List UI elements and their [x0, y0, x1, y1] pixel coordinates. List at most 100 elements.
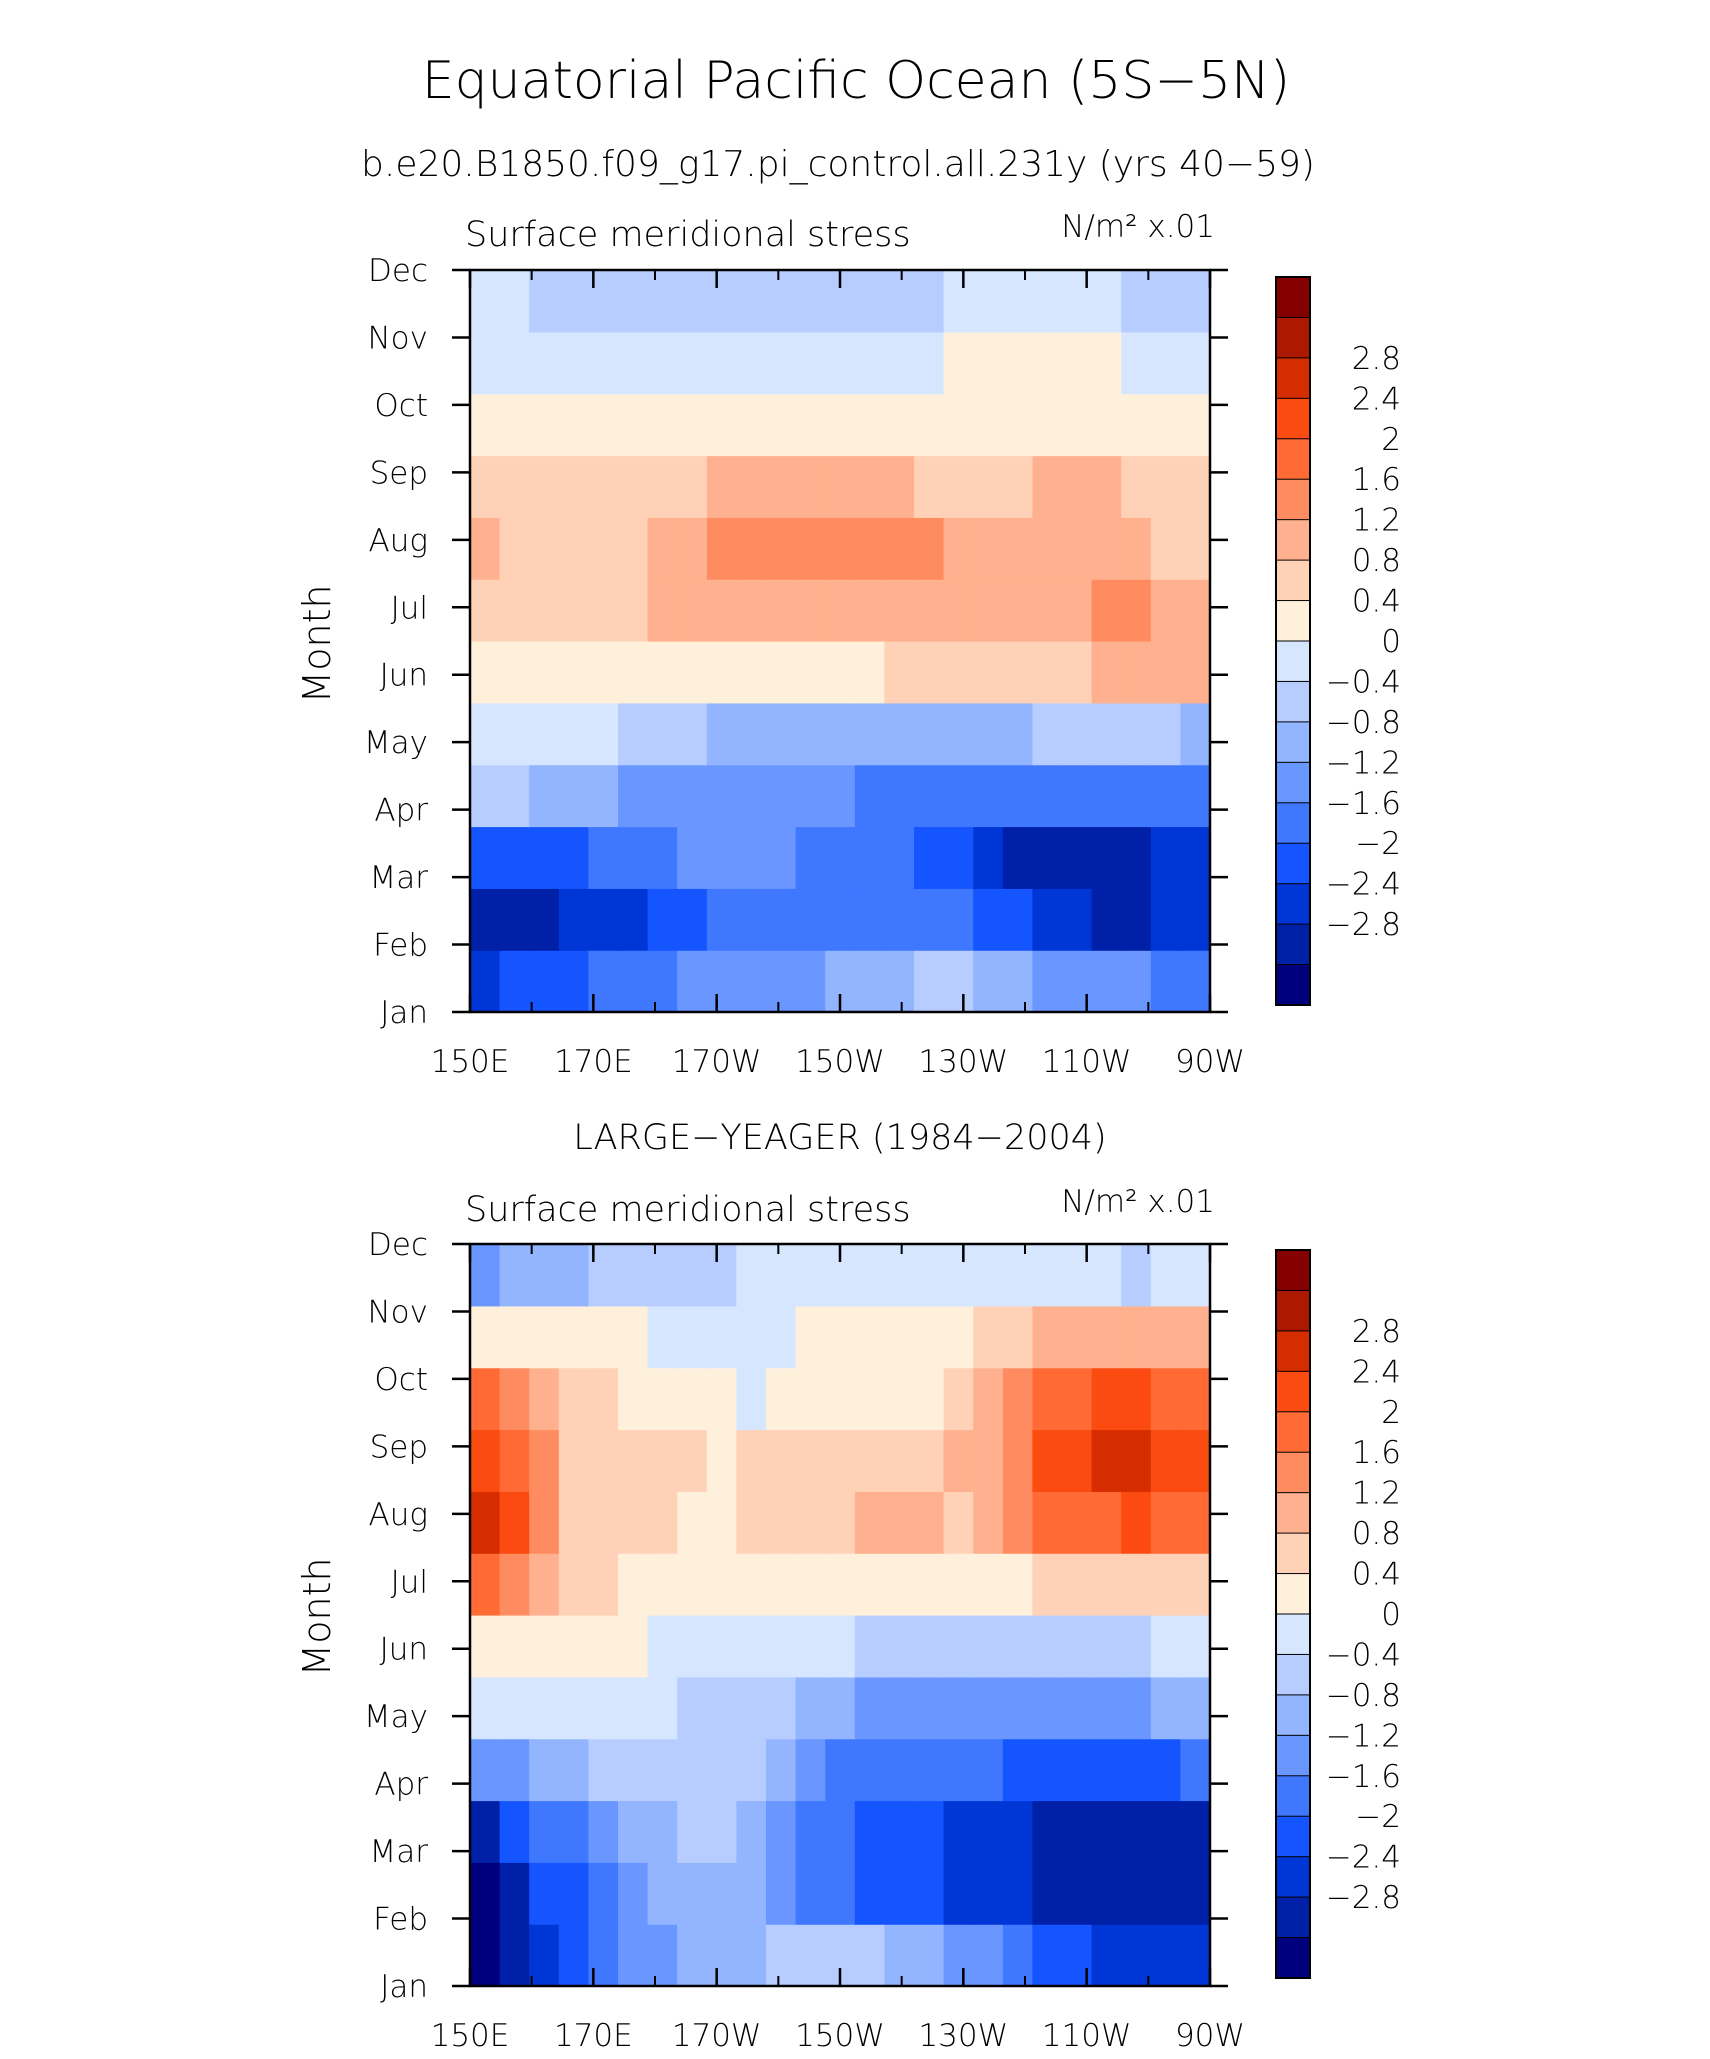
- colorbar-label: 2.4: [1352, 381, 1401, 417]
- heatmap-cell: [943, 764, 974, 828]
- heatmap-cell: [884, 1491, 915, 1554]
- y-tick-label: Jan: [380, 1969, 428, 2005]
- heatmap-cell: [795, 1738, 826, 1802]
- heatmap-cell: [706, 1491, 737, 1554]
- heatmap-cell: [529, 641, 560, 704]
- heatmap-cell: [1002, 1305, 1033, 1369]
- heatmap-cell: [647, 826, 678, 889]
- heatmap-cell: [1150, 270, 1181, 333]
- heatmap-cell: [1180, 331, 1211, 395]
- colorbar-label: 0.4: [1352, 1557, 1401, 1593]
- heatmap-cell: [736, 1800, 767, 1863]
- colorbar-swatch: [1275, 842, 1311, 885]
- heatmap-cell: [618, 1429, 649, 1492]
- heatmap-cell: [736, 1429, 767, 1492]
- colorbar-label: −2: [1355, 826, 1401, 862]
- heatmap-cell: [914, 1615, 945, 1678]
- heatmap-cell: [588, 702, 619, 766]
- heatmap-cell: [825, 1553, 856, 1616]
- heatmap-cell: [973, 270, 1004, 333]
- heatmap-cell: [1062, 641, 1093, 704]
- heatmap-cell: [499, 270, 530, 333]
- heatmap-cell: [1180, 1244, 1211, 1307]
- heatmap-cell: [647, 1244, 678, 1307]
- heatmap-cell: [1150, 1738, 1181, 1802]
- heatmap-cell: [677, 1738, 708, 1802]
- colorbar-label: 2: [1381, 422, 1401, 458]
- heatmap-cell: [558, 764, 589, 828]
- heatmap-cell: [854, 393, 885, 457]
- heatmap-cell: [558, 1244, 589, 1307]
- heatmap-cell: [1091, 1615, 1122, 1678]
- heatmap-cell: [973, 702, 1004, 766]
- heatmap-cell: [647, 1800, 678, 1863]
- heatmap-cell: [529, 579, 560, 642]
- heatmap-cell: [499, 1367, 530, 1431]
- heatmap-cell: [884, 702, 915, 766]
- heatmap-cell: [795, 826, 826, 889]
- heatmap-cell: [677, 1305, 708, 1369]
- heatmap-cell: [943, 1429, 974, 1492]
- heatmap-cell: [1180, 1491, 1211, 1554]
- heatmap-cell: [529, 393, 560, 457]
- heatmap-cell: [1121, 1676, 1152, 1740]
- y-tick-label: Dec: [368, 1227, 428, 1263]
- heatmap-cell: [588, 517, 619, 580]
- heatmap-cell: [854, 826, 885, 889]
- heatmap-cell: [529, 1244, 560, 1307]
- colorbar-label: 1.2: [1352, 1476, 1401, 1512]
- heatmap-cell: [1091, 764, 1122, 828]
- heatmap-cell: [914, 1305, 945, 1369]
- colorbar-label: −2: [1355, 1799, 1401, 1835]
- heatmap-cell: [973, 1367, 1004, 1431]
- colorbar-swatch: [1275, 1370, 1311, 1413]
- heatmap-cell: [558, 641, 589, 704]
- heatmap-cell: [1091, 1800, 1122, 1863]
- heatmap-cell: [470, 270, 501, 333]
- heatmap-cell: [558, 579, 589, 642]
- heatmap-cell: [618, 1305, 649, 1369]
- heatmap-cell: [558, 1924, 589, 1987]
- heatmap-cell: [499, 702, 530, 766]
- heatmap-cell: [1091, 826, 1122, 889]
- heatmap-cell: [766, 1738, 797, 1802]
- figure-title: Equatorial Pacific Ocean (5S−5N): [422, 51, 1290, 111]
- heatmap-cell: [588, 393, 619, 457]
- heatmap-cell: [677, 1800, 708, 1863]
- heatmap-cell: [706, 702, 737, 766]
- heatmap-cell: [1091, 1244, 1122, 1307]
- heatmap-cell: [1121, 826, 1152, 889]
- heatmap-cell: [973, 826, 1004, 889]
- heatmap-cell: [470, 702, 501, 766]
- heatmap-cell: [884, 1367, 915, 1431]
- heatmap-cell: [1002, 641, 1033, 704]
- x-tick-label: 90W: [1175, 2018, 1245, 2054]
- heatmap-cell: [943, 393, 974, 457]
- heatmap-cell: [1062, 455, 1093, 518]
- heatmap-plot: Jan Feb Mar Apr May Jun Jul Aug Sep Oct Nov Dec 150E…: [364, 1227, 1245, 2054]
- heatmap-cell: [558, 888, 589, 951]
- x-tick-label: 150E: [431, 1044, 510, 1080]
- heatmap-cell: [706, 764, 737, 828]
- heatmap-cell: [1180, 579, 1211, 642]
- heatmap-cell: [854, 1553, 885, 1616]
- heatmap-cell: [943, 517, 974, 580]
- heatmap-cell: [1121, 1738, 1152, 1802]
- heatmap-cell: [470, 1429, 501, 1492]
- heatmap-cell: [1091, 579, 1122, 642]
- heatmap-cell: [1062, 1615, 1093, 1678]
- y-tick-label: Jun: [380, 658, 428, 694]
- heatmap-cell: [854, 1676, 885, 1740]
- y-tick-label: Mar: [370, 1834, 429, 1870]
- heatmap-cell: [1091, 1738, 1122, 1802]
- colorbar-swatch: [1275, 883, 1311, 926]
- heatmap-cell: [1150, 764, 1181, 828]
- heatmap-cell: [1002, 1244, 1033, 1307]
- heatmap-cell: [706, 1367, 737, 1431]
- heatmap-cell: [854, 1924, 885, 1987]
- heatmap-cell: [470, 1244, 501, 1307]
- colorbar-label: 2.4: [1352, 1354, 1401, 1390]
- heatmap-cell: [854, 270, 885, 333]
- heatmap-cell: [1150, 393, 1181, 457]
- heatmap-cell: [766, 331, 797, 395]
